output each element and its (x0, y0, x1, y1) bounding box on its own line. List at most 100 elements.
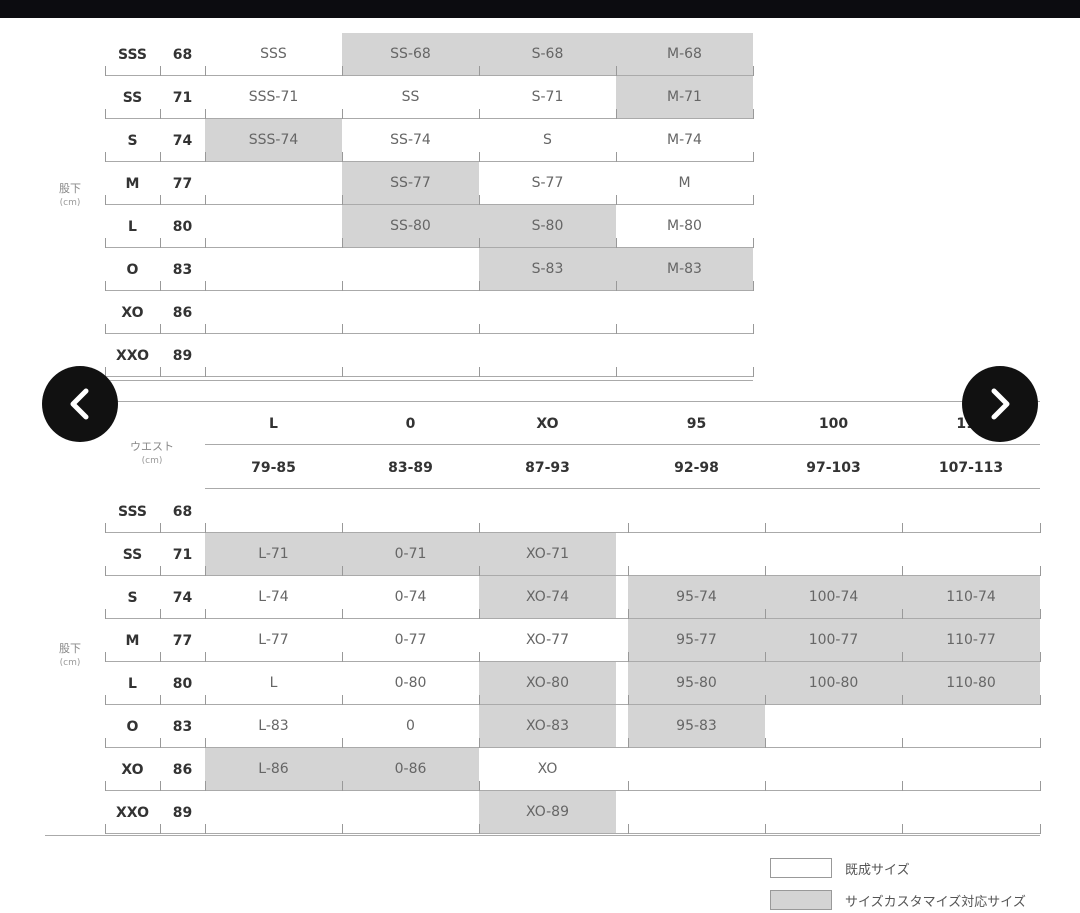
tick (902, 781, 903, 791)
tick (105, 238, 106, 248)
shaded-cell: XO-71 (479, 533, 616, 575)
tick (902, 523, 903, 533)
tick (160, 281, 161, 291)
top-table-bottom (105, 380, 753, 381)
tick (105, 781, 106, 791)
shaded-cell: 100-74 (765, 576, 902, 618)
tick (105, 652, 106, 662)
tick (753, 152, 754, 162)
size-label: M (125, 632, 140, 649)
tick (616, 152, 617, 162)
row-line (105, 532, 1040, 533)
tick (205, 367, 206, 377)
tick (160, 781, 161, 791)
cell: M-80 (667, 218, 702, 234)
tick (205, 281, 206, 291)
size-label: SS (122, 89, 143, 106)
shaded-cell: S-80 (479, 205, 616, 247)
tick (616, 195, 617, 205)
tick (479, 109, 480, 119)
tick (205, 781, 206, 791)
cell (342, 291, 479, 333)
tick (765, 824, 766, 834)
tick (902, 652, 903, 662)
tick (105, 824, 106, 834)
tick (105, 566, 106, 576)
prev-button[interactable] (42, 366, 118, 442)
shaded-cell: M-83 (616, 248, 753, 290)
cell (902, 748, 1040, 790)
tick (628, 609, 629, 619)
row-line (105, 575, 1040, 576)
column-size: 0 (405, 416, 416, 432)
tick (902, 824, 903, 834)
tick (205, 109, 206, 119)
tick (1040, 523, 1041, 533)
next-button[interactable] (962, 366, 1038, 442)
cell (628, 490, 765, 532)
column-range: 83-89 (388, 460, 433, 476)
row-line (105, 118, 753, 119)
tick (479, 738, 480, 748)
tick (479, 367, 480, 377)
shaded-cell: L-71 (205, 533, 342, 575)
size-label: XO (121, 304, 144, 321)
row-line (105, 204, 753, 205)
tick (479, 238, 480, 248)
tick (479, 609, 480, 619)
cell: L-74 (258, 589, 289, 605)
tick (1040, 695, 1041, 705)
cm-label: 71 (172, 546, 193, 563)
tick (479, 566, 480, 576)
tick (479, 281, 480, 291)
cell: L-83 (258, 718, 289, 734)
column-range: 97-103 (806, 460, 861, 476)
cm-label: 80 (172, 218, 193, 235)
shaded-cell: S-68 (479, 33, 616, 75)
column-size: 100 (818, 416, 849, 432)
header-line (205, 444, 1040, 445)
cell: SSS-71 (248, 89, 299, 105)
tick (628, 824, 629, 834)
cm-label: 83 (172, 261, 193, 278)
tick (205, 609, 206, 619)
cell (479, 334, 616, 376)
shaded-cell: XO-80 (479, 662, 616, 704)
size-label: SS (122, 546, 143, 563)
row-line (105, 290, 753, 291)
tick (1040, 781, 1041, 791)
cell (902, 791, 1040, 833)
shaded-cell: L-86 (205, 748, 342, 790)
tick (479, 324, 480, 334)
cell (765, 533, 902, 575)
cell: 0-74 (394, 589, 427, 605)
tick (160, 324, 161, 334)
shaded-cell: S-83 (479, 248, 616, 290)
tick (616, 281, 617, 291)
cell (628, 748, 765, 790)
cm-label: 77 (172, 632, 193, 649)
tick (765, 695, 766, 705)
tick (105, 367, 106, 377)
cm-label: 77 (172, 175, 193, 192)
tick (479, 781, 480, 791)
tick (616, 367, 617, 377)
tick (160, 824, 161, 834)
tick (105, 609, 106, 619)
tick (342, 195, 343, 205)
size-label: SSS (118, 503, 147, 520)
cell (205, 490, 342, 532)
size-label: O (126, 718, 139, 735)
size-label: M (125, 175, 140, 192)
shaded-cell: SS-68 (342, 33, 479, 75)
column-range: 79-85 (251, 460, 296, 476)
shaded-cell: 95-77 (628, 619, 765, 661)
shaded-cell: SS-80 (342, 205, 479, 247)
tick (160, 523, 161, 533)
tick (753, 238, 754, 248)
tick (205, 238, 206, 248)
cell (205, 291, 342, 333)
tick (1040, 652, 1041, 662)
size-label: SSS (118, 46, 147, 63)
